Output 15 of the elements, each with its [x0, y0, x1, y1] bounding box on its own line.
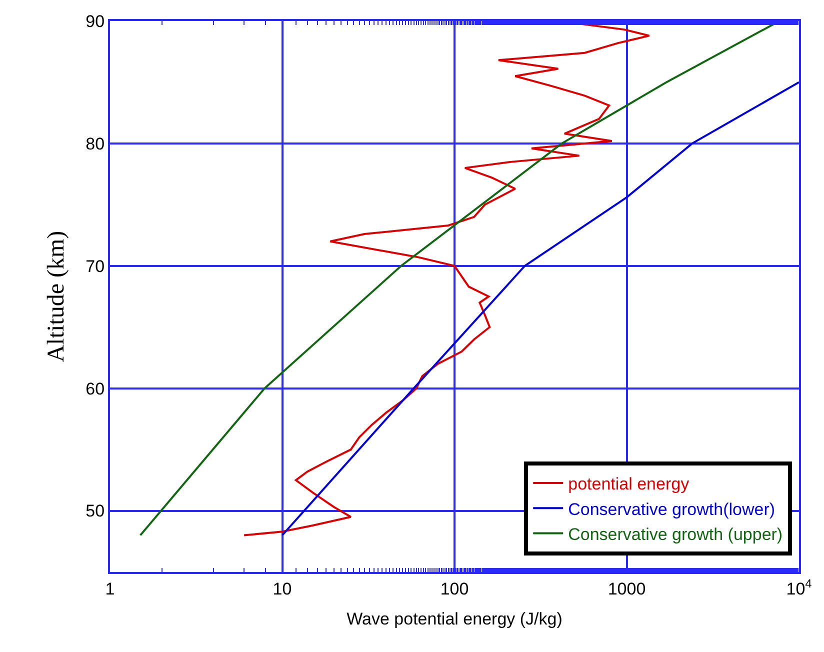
y-axis-title: Altitude (km): [43, 230, 70, 362]
x-tick-label: 10$^{4}$: [786, 576, 812, 598]
x-axis-title: Wave potential energy (J/kg): [346, 609, 562, 628]
y-tick-label: 80: [86, 134, 105, 154]
x-tick-label: 1: [105, 579, 115, 598]
legend-label: Conservative growth (upper): [568, 524, 783, 544]
x-tick-label: 1000: [608, 579, 646, 598]
y-tick-label: 60: [86, 379, 105, 398]
legend-label: Conservative growth(lower): [568, 500, 776, 519]
x-tick-label: 10: [272, 579, 292, 598]
y-tick-label: 50: [86, 502, 105, 521]
y-tick-label: 70: [86, 256, 105, 276]
y-tick-label: 90: [86, 12, 105, 31]
x-tick-label: 100: [440, 579, 469, 598]
legend-label: potential energy: [568, 474, 690, 494]
